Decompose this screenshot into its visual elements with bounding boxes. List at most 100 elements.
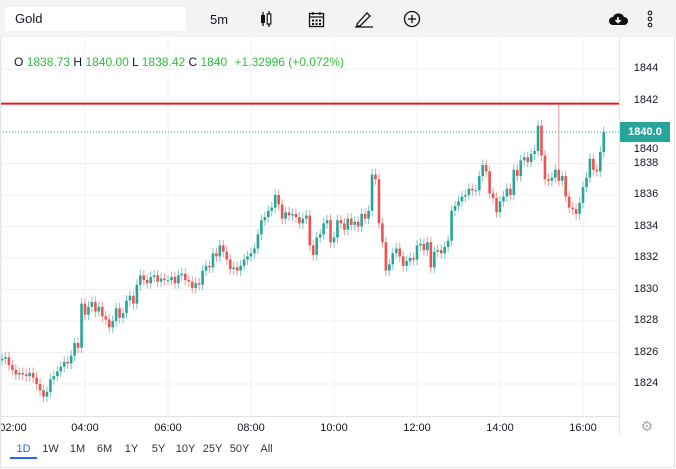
candle-body [7,357,11,366]
candle-body [76,343,80,348]
candlestick-icon[interactable] [256,9,276,29]
price-chart[interactable] [0,0,676,417]
candle-body [536,125,540,151]
candle-body [581,187,585,203]
range-all[interactable]: All [260,443,273,455]
candle-body [547,179,550,181]
candle-body [432,251,436,268]
candle-body [125,300,128,314]
time-tick-label: 02:00 [0,422,27,434]
candle-body [522,157,526,161]
price-tick-label: 1844 [633,62,659,74]
candle-body [111,321,114,328]
candle-body [367,210,370,219]
candle-body [388,264,391,271]
candle-body [401,256,405,266]
candle-body [415,245,419,260]
range-1y[interactable]: 1Y [124,443,139,455]
candle-body [118,308,121,318]
candle-body [381,223,384,243]
time-tick-label: 10:00 [320,422,348,434]
candle-body [52,376,56,380]
candle-body [177,275,180,284]
price-tick-label: 1828 [633,314,659,326]
candle-body [529,154,533,162]
last-price-label: 1840.0 [620,122,670,142]
candle-body [588,158,592,178]
candle-body [505,188,509,197]
candle-body [246,256,249,260]
candle-body [457,201,460,207]
interval-button[interactable]: 5m [209,11,229,27]
cloud-download-icon[interactable] [607,9,629,29]
candle-body [266,210,270,218]
candle-body [114,308,118,321]
candle-body [526,157,529,162]
candle-body [142,275,146,281]
candle-body [598,152,602,172]
candle-body [502,196,505,202]
candle-body [215,253,218,257]
settings-gear-icon[interactable]: ⚙ [640,418,654,434]
candle-body [439,250,443,254]
candle-body [602,132,606,153]
range-1d[interactable]: 1D [10,441,37,459]
candle-body [408,258,412,262]
price-axis-border [619,37,620,435]
close-value: 1840 [200,55,228,69]
candle-body [460,196,464,202]
open-value: 1838.73 [26,55,71,69]
candle-body [239,265,242,271]
candle-body [222,245,225,252]
candle-body [139,275,142,285]
price-tick-label: 1830 [633,282,659,295]
pencil-icon[interactable] [353,9,375,29]
candle-body [0,358,4,361]
candle-body [533,150,536,155]
time-axis-border [0,416,620,417]
range-50y[interactable]: 50Y [229,443,250,455]
candle-body [336,220,339,238]
range-10y[interactable]: 10Y [175,443,196,455]
range-25y[interactable]: 25Y [202,443,223,455]
candle-body [183,273,187,281]
candle-body [391,253,395,265]
candle-body [94,302,97,312]
range-6m[interactable]: 6M [96,443,113,455]
candle-body [73,343,76,356]
candle-body [190,281,194,288]
candle-body [149,276,153,284]
low-value: 1838.42 [141,55,186,69]
candle-body [87,306,90,315]
symbol-input[interactable]: Gold [5,7,186,31]
candle-body [574,209,578,214]
candle-body [194,283,197,288]
candle-body [145,280,149,284]
candle-body [270,207,274,211]
candle-body [97,306,101,312]
range-1w[interactable]: 1W [42,443,59,455]
candle-body [515,169,519,177]
candle-body [35,377,38,384]
range-selector: 1D 1W 1M 6M 1Y 5Y 10Y 25Y 50Y All [10,441,280,459]
price-tick-label: 1832 [633,251,659,263]
candle-body [550,177,554,181]
candle-body [132,295,135,304]
candle-body [253,248,256,254]
candle-body [394,248,398,254]
calendar-icon[interactable] [306,9,326,29]
time-tick-label: 08:00 [237,422,265,434]
high-label: H [73,55,83,69]
range-5y[interactable]: 5Y [151,443,166,455]
candle-body [211,253,215,268]
candle-body [100,306,104,317]
candle-body [343,223,346,230]
candle-body [45,391,49,397]
candle-body [464,195,467,197]
range-1m[interactable]: 1M [69,443,86,455]
price-tick-label: 1840 [633,143,659,155]
plus-circle-icon[interactable] [402,9,422,29]
candle-body [477,176,481,191]
candle-body [201,270,204,285]
more-vertical-icon[interactable] [643,9,657,29]
